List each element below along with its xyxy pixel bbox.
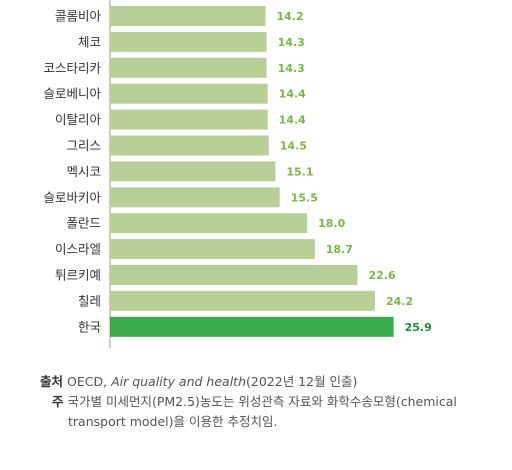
note-text-1: 국가별 미세먼지(PM2.5)농도는 위성관측 자료와 화학수송모형(chemi… [67,394,457,409]
category-label: 슬로베니아 [43,86,101,101]
value-label: 14.4 [279,114,306,127]
value-label: 18.0 [318,217,345,230]
source-text: OECD, [67,374,108,389]
category-label: 콜롬비아 [55,9,102,24]
bar-chart: 콜롬비아 14.2 체코 14.3 코스타리카 14.3 슬로베니아 14.4 이탈리아 14.4… [43,0,432,348]
bar [110,31,267,52]
value-label: 14.3 [278,62,305,75]
bar [110,187,280,208]
category-label: 이스라엘 [55,242,101,257]
bar [110,161,276,182]
value-label: 15.1 [286,165,313,178]
value-label: 14.2 [276,10,303,23]
value-label: 14.3 [278,36,305,49]
value-label: 14.4 [279,88,306,101]
value-label: 22.6 [368,269,395,282]
bar [110,6,266,26]
category-label: 폴란드 [66,216,101,231]
value-label: 14.5 [280,140,307,153]
bar [110,213,308,234]
source-title: Air quality and health [111,374,246,389]
category-label: 멕시코 [66,164,101,179]
value-label: 15.5 [291,191,318,204]
category-label: 튀르키예 [55,268,101,283]
bar [110,109,268,130]
bar [110,316,394,337]
category-label: 한국 [78,319,101,334]
value-label: 18.7 [326,243,353,256]
chart-footer: 출처 OECD, Air quality and health(2022년 12… [40,372,500,432]
value-label: 25.9 [405,321,432,334]
bar [110,290,375,311]
value-label: 24.2 [386,295,413,308]
category-label: 칠레 [78,293,101,308]
bar [110,57,267,78]
bar [110,135,269,156]
category-label: 이탈리아 [55,112,102,127]
source-line: 출처 OECD, Air quality and health(2022년 12… [40,372,500,392]
bar [110,83,268,104]
note-label: 주 [52,394,64,409]
category-label: 그리스 [66,138,101,153]
source-date: (2022년 12월 인출) [246,374,358,389]
category-label: 슬로바키아 [43,190,101,205]
bar [110,265,358,285]
note-line-1: 주 국가별 미세먼지(PM2.5)농도는 위성관측 자료와 화학수송모형(che… [40,392,500,412]
category-label: 코스타리카 [43,60,101,75]
note-line-2: transport model)을 이용한 추정치임. [68,414,278,429]
bar [110,239,315,260]
source-label: 출처 [40,374,64,389]
category-label: 체코 [78,34,101,49]
